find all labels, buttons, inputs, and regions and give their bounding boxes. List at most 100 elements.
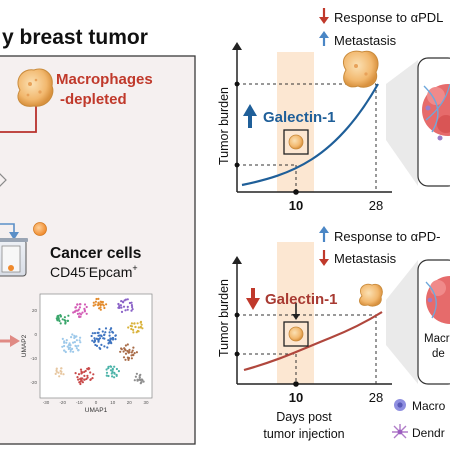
umap-point <box>57 317 60 321</box>
umap-point <box>78 303 81 306</box>
umap-point <box>63 341 66 344</box>
macrophages-label-1: Macrophages <box>56 71 153 88</box>
umap-point <box>74 306 77 309</box>
umap-point <box>131 308 134 311</box>
umap-point <box>71 347 74 350</box>
umap-point <box>99 306 102 309</box>
umap-x-tick-label: 30 <box>143 400 149 405</box>
umap-point <box>130 357 133 360</box>
umap-point <box>137 326 140 329</box>
umap-point <box>77 378 80 381</box>
cancer-cells-title: Cancer cells <box>50 245 141 262</box>
umap-point <box>130 327 133 331</box>
umap-point <box>120 347 123 350</box>
umap-point <box>139 321 142 324</box>
top-legend-2: Metastasis <box>334 33 397 48</box>
legend-item-1: Macro <box>412 399 446 413</box>
umap-point <box>96 331 99 334</box>
bottom-growth-curve <box>243 311 383 372</box>
umap-point <box>80 372 83 375</box>
flow-chevron-icon <box>0 173 7 187</box>
umap-point <box>130 322 133 325</box>
umap-point <box>62 373 65 376</box>
umap-point <box>113 365 116 368</box>
umap-point <box>75 347 78 350</box>
umap-point <box>76 312 79 315</box>
umap-point <box>103 337 106 340</box>
umap-x-tick-label: -20 <box>59 400 66 405</box>
umap-point <box>77 344 80 347</box>
left-panel: Macrophages -depleted Cancer cells CD45-… <box>0 55 196 445</box>
umap-x-tick-label: 0 <box>95 400 98 405</box>
umap-point <box>74 372 77 375</box>
umap-point <box>135 372 138 375</box>
bottom-y-axis-arrowhead-icon <box>232 256 242 264</box>
umap-point <box>127 326 130 329</box>
marker-cd45-sup: - <box>86 263 89 273</box>
bottom-pointer-arrowhead-icon <box>292 314 300 320</box>
umap-point <box>126 343 129 346</box>
umap-point <box>132 354 135 357</box>
umap-point <box>99 300 102 303</box>
umap-point <box>73 310 76 313</box>
umap-point <box>120 306 123 309</box>
tumor-label-2: de <box>432 348 445 360</box>
umap-point <box>58 375 61 378</box>
umap-point <box>94 343 97 347</box>
umap-point <box>59 369 62 373</box>
top-legend-2-arrowhead-icon <box>319 31 329 38</box>
umap-point <box>109 328 112 331</box>
umap-point <box>122 350 125 353</box>
umap-point <box>85 312 88 315</box>
umap-x-tick-label: 10 <box>110 400 116 405</box>
umap-point <box>59 314 62 317</box>
umap-point <box>136 379 139 382</box>
umap-point <box>79 336 82 339</box>
umap-point <box>114 338 117 341</box>
umap-point <box>98 334 101 337</box>
umap-point <box>99 308 102 311</box>
umap-point <box>107 365 110 368</box>
umap-point <box>72 350 75 353</box>
umap-point <box>67 347 70 351</box>
umap-point <box>107 339 110 342</box>
top-guides <box>237 83 377 192</box>
top-growth-curve <box>241 83 379 187</box>
umap-point <box>122 305 126 308</box>
bottom-y-dot-high <box>234 312 240 318</box>
umap-point <box>140 323 143 326</box>
umap-point <box>103 333 106 336</box>
umap-point <box>101 330 104 333</box>
umap-y-tick-label: 0 <box>34 332 37 337</box>
umap-point <box>97 297 100 300</box>
umap-y-tick-label: -10 <box>30 356 37 361</box>
top-y-dot-low <box>234 162 240 168</box>
umap-point <box>71 333 74 336</box>
umap-point <box>111 338 115 341</box>
umap-point <box>120 300 123 303</box>
umap-point <box>110 372 113 375</box>
umap-point <box>86 376 89 379</box>
umap-point <box>130 351 133 354</box>
top-zoom-box <box>283 129 309 155</box>
dendritic-cell-legend-icon <box>392 424 408 439</box>
top-legend-1-arrowhead-icon <box>319 17 329 24</box>
umap-point <box>64 319 67 322</box>
umap-point <box>92 304 95 307</box>
bottom-x-tick-10: 10 <box>289 390 303 405</box>
umap-point <box>90 334 93 338</box>
umap-point <box>75 339 78 342</box>
umap-point <box>54 372 57 375</box>
umap-point <box>109 369 113 372</box>
top-zoom-cone <box>386 60 418 186</box>
umap-point <box>132 346 135 349</box>
umap-point <box>126 350 129 353</box>
umap-point <box>91 332 94 335</box>
umap-point <box>120 310 124 313</box>
bottom-legend-2: Metastasis <box>334 251 397 266</box>
umap-point <box>89 378 92 381</box>
umap-point <box>122 356 126 359</box>
umap-point <box>132 328 135 331</box>
umap-point <box>130 304 133 307</box>
